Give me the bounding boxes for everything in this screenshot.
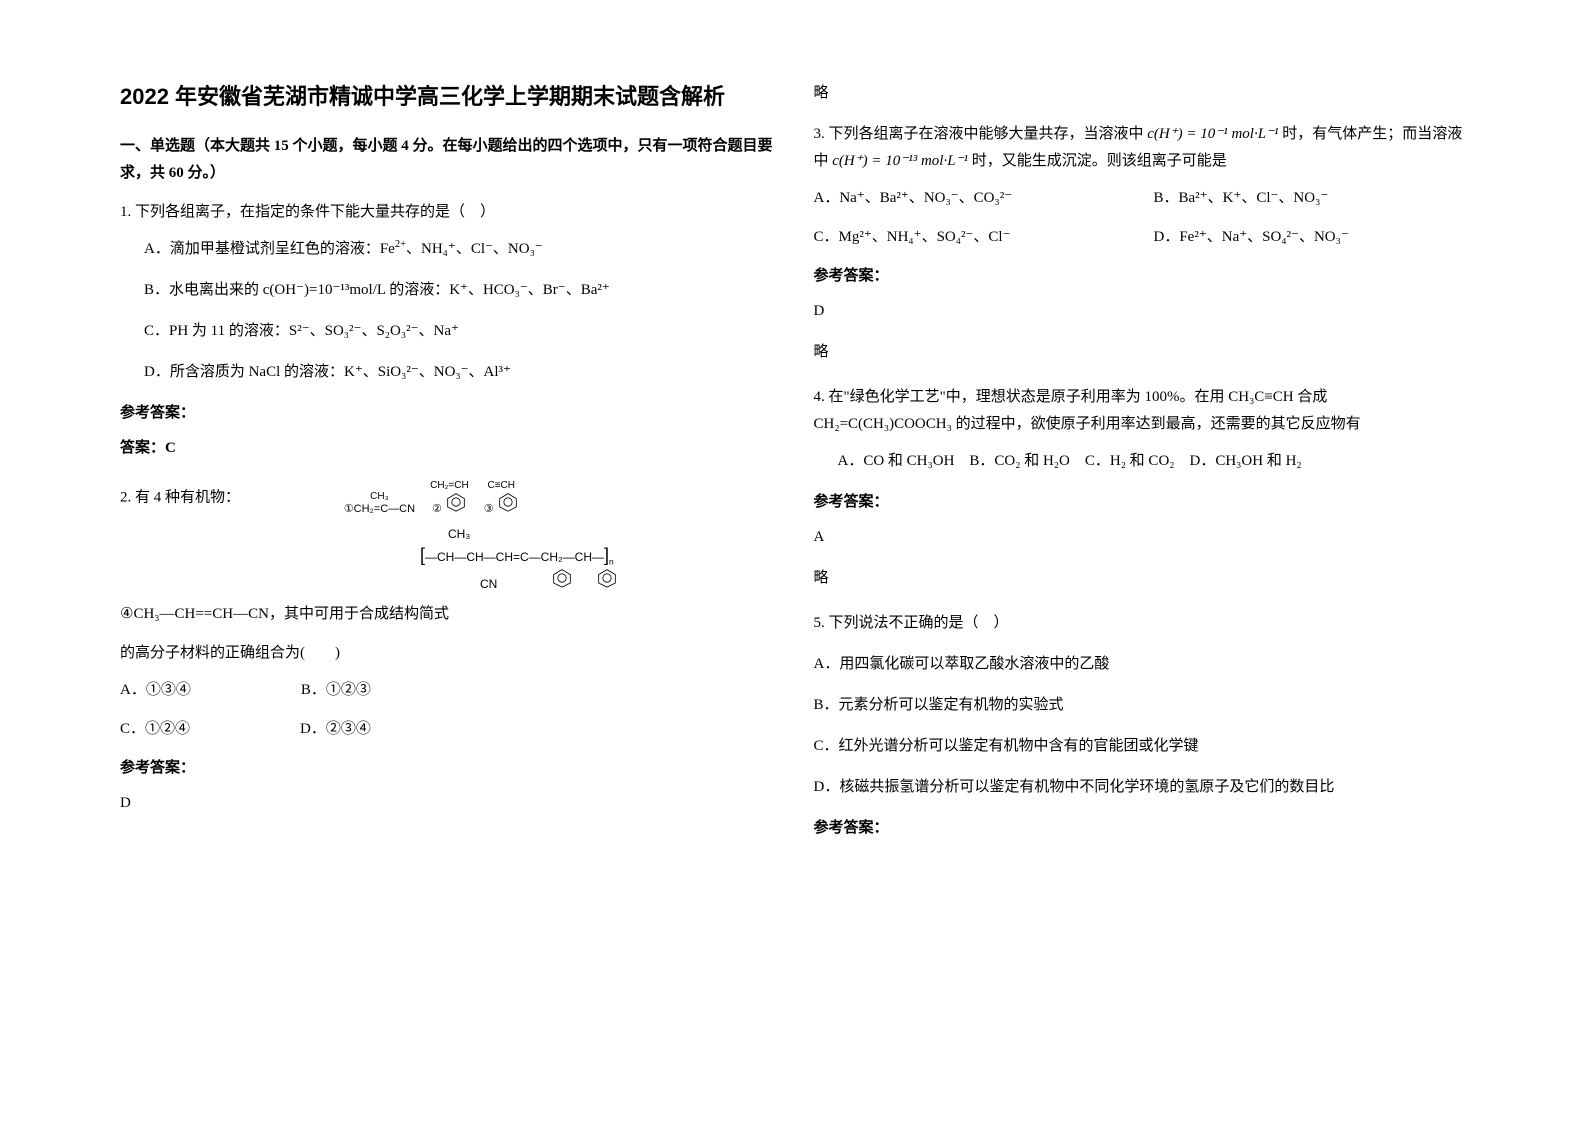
q2-option-a: A．①③④ [120,677,191,704]
benzene-icon [497,492,519,512]
q3-answer-label: 参考答案： [814,263,1468,290]
q2-stem: 2. 有 4 种有机物： CH₃ ①CH₂=C—CN CH₂=CH ② C≡CH… [120,480,774,516]
q2-stem-text: 2. 有 4 种有机物： [120,490,240,506]
q4-options: A．CO 和 CH₃OH B．CO₂ 和 H₂O C．H₂ 和 CO₂ D．CH… [838,448,1468,475]
poly-line3: CN [480,577,497,591]
q2-s2-top: CH₂=CH [430,480,469,492]
q2-stem-tail: ④CH₃—CH==CH—CN，其中可用于合成结构简式 [120,601,774,628]
q2-s2-label: ② [432,503,442,515]
q4-omit: 略 [814,565,1468,592]
q2-s3-top: C≡CH [484,480,519,492]
q1-answer: 答案：C [120,435,774,462]
q5-answer-label: 参考答案： [814,815,1468,842]
q2-s1: ①CH₂=C—CN [344,503,415,515]
q1-option-c: C．PH 为 11 的溶液：S²⁻、SO₃²⁻、S₂O₃²⁻、Na⁺ [144,318,774,345]
benzene-icon [445,492,467,512]
q1-option-b: B．水电离出来的 c(OH⁻)=10⁻¹³mol/L 的溶液：K⁺、HCO₃⁻、… [144,277,774,304]
q2-option-c: C．①②④ [120,716,190,743]
q4-answer-label: 参考答案： [814,489,1468,516]
q2-options-row1: A．①③④ B．①②③ [120,677,774,704]
left-column: 2022 年安徽省芜湖市精诚中学高三化学上学期期末试题含解析 一、单选题（本大题… [100,80,794,1082]
q4-answer: A [814,524,1468,551]
benzene-icon [551,568,573,588]
section-1-header: 一、单选题（本大题共 15 个小题，每小题 4 分。在每小题给出的四个选项中，只… [120,133,774,187]
q1-option-d: D．所含溶质为 NaCl 的溶液：K⁺、SiO₃²⁻、NO₃⁻、Al³⁺ [144,359,774,386]
q3-omit: 略 [814,339,1468,366]
poly-n: n [609,556,614,566]
q2-answer: D [120,790,774,817]
right-column: 略 3. 下列各组离子在溶液中能够大量共存，当溶液中 c(H⁺) = 10⁻¹ … [794,80,1488,1082]
q2-polymer-structure: CH₃ [—CH—CH—CH=C—CH₂—CH—]n CN [420,526,774,593]
q3-pre: 3. 下列各组离子在溶液中能够大量共存，当溶液中 [814,126,1144,142]
col2-top-omit: 略 [814,80,1468,107]
q5-option-d: D．核磁共振氢谱分析可以鉴定有机物中不同化学环境的氢原子及它们的数目比 [814,774,1468,801]
question-2: 2. 有 4 种有机物： CH₃ ①CH₂=C—CN CH₂=CH ② C≡CH… [120,480,774,817]
q3-row2: C．Mg²⁺、NH₄⁺、SO₄²⁻、Cl⁻ D．Fe²⁺、Na⁺、SO₄²⁻、N… [814,224,1468,251]
q3-option-a: A．Na⁺、Ba²⁺、NO₃⁻、CO₃²⁻ [814,185,1074,212]
q1-optA-ions: 、NH₄⁺、Cl⁻、NO₃⁻ [406,241,543,257]
q2-option-b: B．①②③ [301,677,371,704]
q1-stem: 1. 下列各组离子，在指定的条件下能大量共存的是（ ） [120,199,774,226]
q2-structures: CH₃ ①CH₂=C—CN CH₂=CH ② C≡CH ③ [344,480,519,516]
q3-stem: 3. 下列各组离子在溶液中能够大量共存，当溶液中 c(H⁺) = 10⁻¹ mo… [814,121,1468,175]
q4-stem: 4. 在"绿色化学工艺"中，理想状态是原子利用率为 100%。在用 CH₃C≡C… [814,384,1468,438]
q3-option-d: D．Fe²⁺、Na⁺、SO₄²⁻、NO₃⁻ [1154,224,1349,251]
q2-s1-top: CH₃ [344,491,415,503]
q3-answer: D [814,298,1468,325]
q5-stem: 5. 下列说法不正确的是（ ） [814,610,1468,637]
q3-row1: A．Na⁺、Ba²⁺、NO₃⁻、CO₃²⁻ B．Ba²⁺、K⁺、Cl⁻、NO₃⁻ [814,185,1468,212]
q2-options-row2: C．①②④ D．②③④ [120,716,774,743]
q2-after-img: 的高分子材料的正确组合为( ) [120,640,774,667]
poly-line2: —CH—CH—CH=C—CH₂—CH— [425,550,604,564]
question-3: 3. 下列各组离子在溶液中能够大量共存，当溶液中 c(H⁺) = 10⁻¹ mo… [814,121,1468,366]
q5-option-a: A．用四氯化碳可以萃取乙酸水溶液中的乙酸 [814,651,1468,678]
q3-option-c: C．Mg²⁺、NH₄⁺、SO₄²⁻、Cl⁻ [814,224,1074,251]
page-title: 2022 年安徽省芜湖市精诚中学高三化学上学期期末试题含解析 [120,80,774,113]
q3-cond1: c(H⁺) = 10⁻¹ mol·L⁻¹ [1147,121,1278,148]
question-5: 5. 下列说法不正确的是（ ） A．用四氯化碳可以萃取乙酸水溶液中的乙酸 B．元… [814,610,1468,842]
question-4: 4. 在"绿色化学工艺"中，理想状态是原子利用率为 100%。在用 CH₃C≡C… [814,384,1468,592]
q1-answer-label: 参考答案： [120,400,774,427]
q1-optA-text: A．滴加甲基橙试剂呈红色的溶液：Fe [144,241,395,257]
q2-option-d: D．②③④ [300,716,371,743]
q3-post: 时，又能生成沉淀。则该组离子可能是 [972,153,1227,169]
q2-answer-label: 参考答案： [120,755,774,782]
q2-s3-label: ③ [484,503,494,515]
q3-cond2: c(H⁺) = 10⁻¹³ mol·L⁻¹ [832,148,968,175]
question-1: 1. 下列各组离子，在指定的条件下能大量共存的是（ ） A．滴加甲基橙试剂呈红色… [120,199,774,462]
q3-option-b: B．Ba²⁺、K⁺、Cl⁻、NO₃⁻ [1154,185,1329,212]
benzene-icon [596,568,618,588]
q5-option-c: C．红外光谱分析可以鉴定有机物中含有的官能团或化学键 [814,733,1468,760]
poly-line1: CH₃ [420,526,774,543]
q1-option-a: A．滴加甲基橙试剂呈红色的溶液：Fe2+、NH₄⁺、Cl⁻、NO₃⁻ [144,236,774,263]
q5-option-b: B．元素分析可以鉴定有机物的实验式 [814,692,1468,719]
